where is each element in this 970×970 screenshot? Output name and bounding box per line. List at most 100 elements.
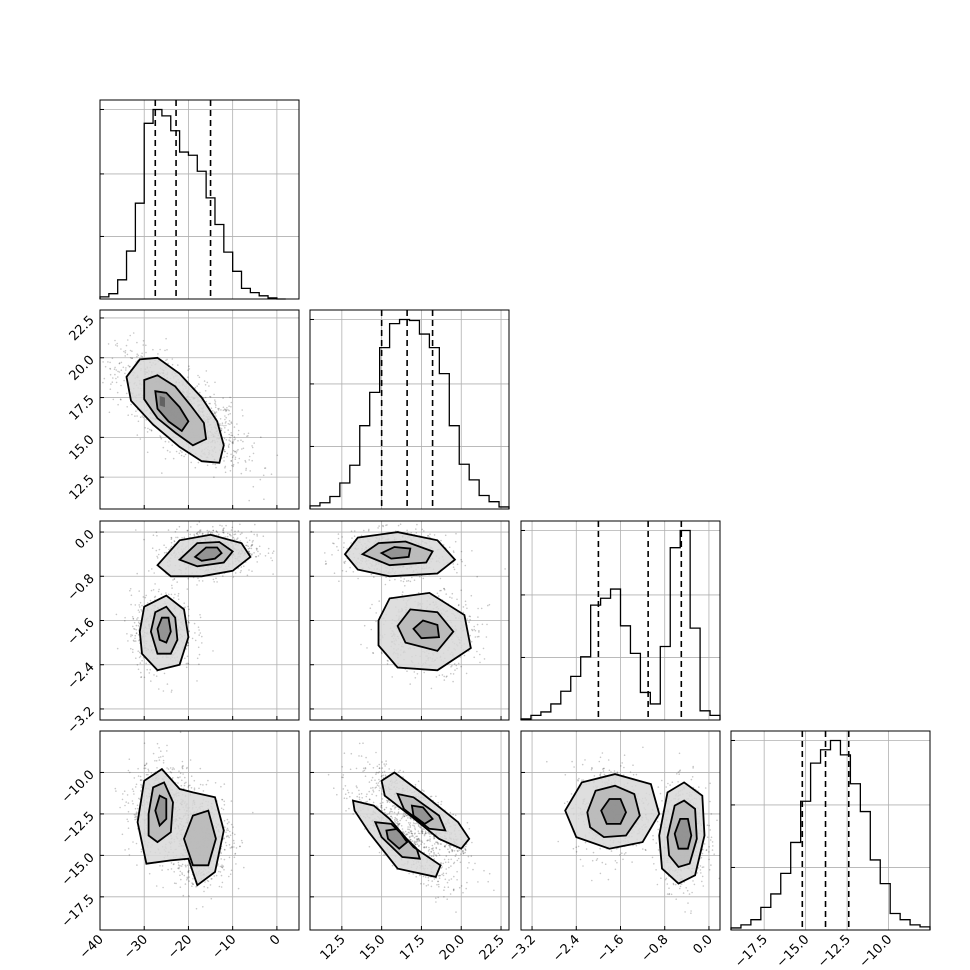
sample-point: [124, 620, 126, 622]
sample-point: [137, 609, 140, 611]
sample-point: [162, 762, 165, 764]
histogram-step: [309, 318, 510, 509]
sample-point: [179, 776, 181, 778]
sample-point: [387, 660, 389, 662]
sample-point: [156, 767, 158, 769]
sample-point: [333, 542, 335, 545]
sample-point: [132, 790, 135, 793]
sample-point: [139, 601, 142, 604]
sample-point: [466, 607, 468, 610]
sample-point: [181, 537, 183, 539]
sample-point: [135, 818, 138, 820]
sample-point: [136, 618, 138, 620]
sample-point: [198, 530, 200, 533]
sample-point: [223, 460, 225, 462]
sample-point: [411, 576, 413, 579]
sample-point: [134, 634, 137, 637]
scatter-panel-0-3: [99, 730, 300, 931]
sample-point: [124, 849, 126, 851]
sample-point: [245, 544, 247, 547]
sample-point: [209, 396, 212, 398]
sample-point: [133, 640, 135, 642]
sample-point: [159, 865, 161, 867]
sample-point: [157, 353, 159, 355]
sample-point: [177, 776, 180, 779]
sample-point: [353, 535, 356, 537]
sample-point: [139, 790, 142, 792]
sample-point: [183, 536, 186, 539]
sample-point: [450, 666, 452, 668]
histogram-step: [99, 108, 286, 300]
sample-point: [179, 449, 182, 452]
sample-point: [217, 407, 219, 410]
sample-point: [244, 459, 246, 462]
sample-point: [400, 580, 402, 582]
sample-point: [171, 584, 173, 587]
sample-point: [337, 533, 340, 535]
sample-point: [176, 536, 179, 539]
sample-point: [228, 420, 231, 422]
sample-point: [193, 622, 196, 625]
sample-point: [469, 615, 472, 618]
sample-point: [221, 525, 223, 527]
sample-point: [233, 439, 235, 441]
sample-point: [199, 529, 202, 531]
sample-point: [168, 593, 170, 596]
sample-point: [158, 756, 160, 759]
sample-point: [187, 369, 189, 372]
sample-point: [137, 767, 139, 770]
sample-point: [188, 608, 190, 611]
sample-point: [132, 802, 134, 805]
sample-point: [416, 523, 418, 526]
sample-point: [402, 580, 405, 583]
sample-point: [168, 441, 170, 443]
sample-point: [166, 358, 168, 361]
sample-point: [231, 434, 234, 437]
sample-point: [487, 604, 489, 607]
sample-point: [129, 334, 131, 337]
sample-point: [199, 391, 201, 394]
sample-point: [145, 351, 147, 354]
sample-point: [126, 406, 128, 408]
sample-point: [465, 672, 468, 675]
sample-point: [124, 804, 126, 807]
contour-line-level-1: [377, 591, 472, 672]
sample-point: [130, 647, 132, 650]
sample-point: [199, 767, 202, 770]
sample-point: [208, 402, 210, 405]
sample-point: [136, 355, 138, 358]
sample-point: [165, 359, 167, 362]
sample-point: [360, 534, 363, 537]
sample-point: [488, 603, 491, 606]
sample-point: [332, 542, 334, 544]
sample-point: [341, 536, 344, 538]
sample-point: [102, 381, 104, 384]
sample-point: [187, 621, 189, 624]
sample-point: [181, 779, 183, 782]
sample-point: [413, 579, 416, 581]
sample-point: [133, 621, 136, 624]
sample-point: [132, 648, 134, 651]
sample-point: [196, 385, 198, 387]
sample-point: [111, 357, 114, 360]
sample-point: [231, 442, 234, 444]
sample-point: [240, 472, 243, 475]
sample-point: [89, 347, 91, 349]
sample-point: [226, 535, 229, 538]
sample-point: [132, 617, 135, 620]
sample-point: [206, 464, 209, 467]
sample-point: [357, 577, 359, 580]
sample-point: [177, 364, 179, 366]
sample-point: [225, 409, 228, 412]
sample-point: [131, 357, 133, 360]
contour-line-level-2: [149, 605, 179, 655]
sample-point: [197, 646, 200, 649]
contour-line-level-2: [396, 608, 455, 652]
sample-point: [129, 365, 131, 368]
sample-point: [232, 536, 235, 539]
sample-point: [225, 524, 227, 527]
sample-point: [222, 397, 224, 399]
sample-point: [130, 403, 132, 406]
sample-point: [238, 457, 241, 460]
